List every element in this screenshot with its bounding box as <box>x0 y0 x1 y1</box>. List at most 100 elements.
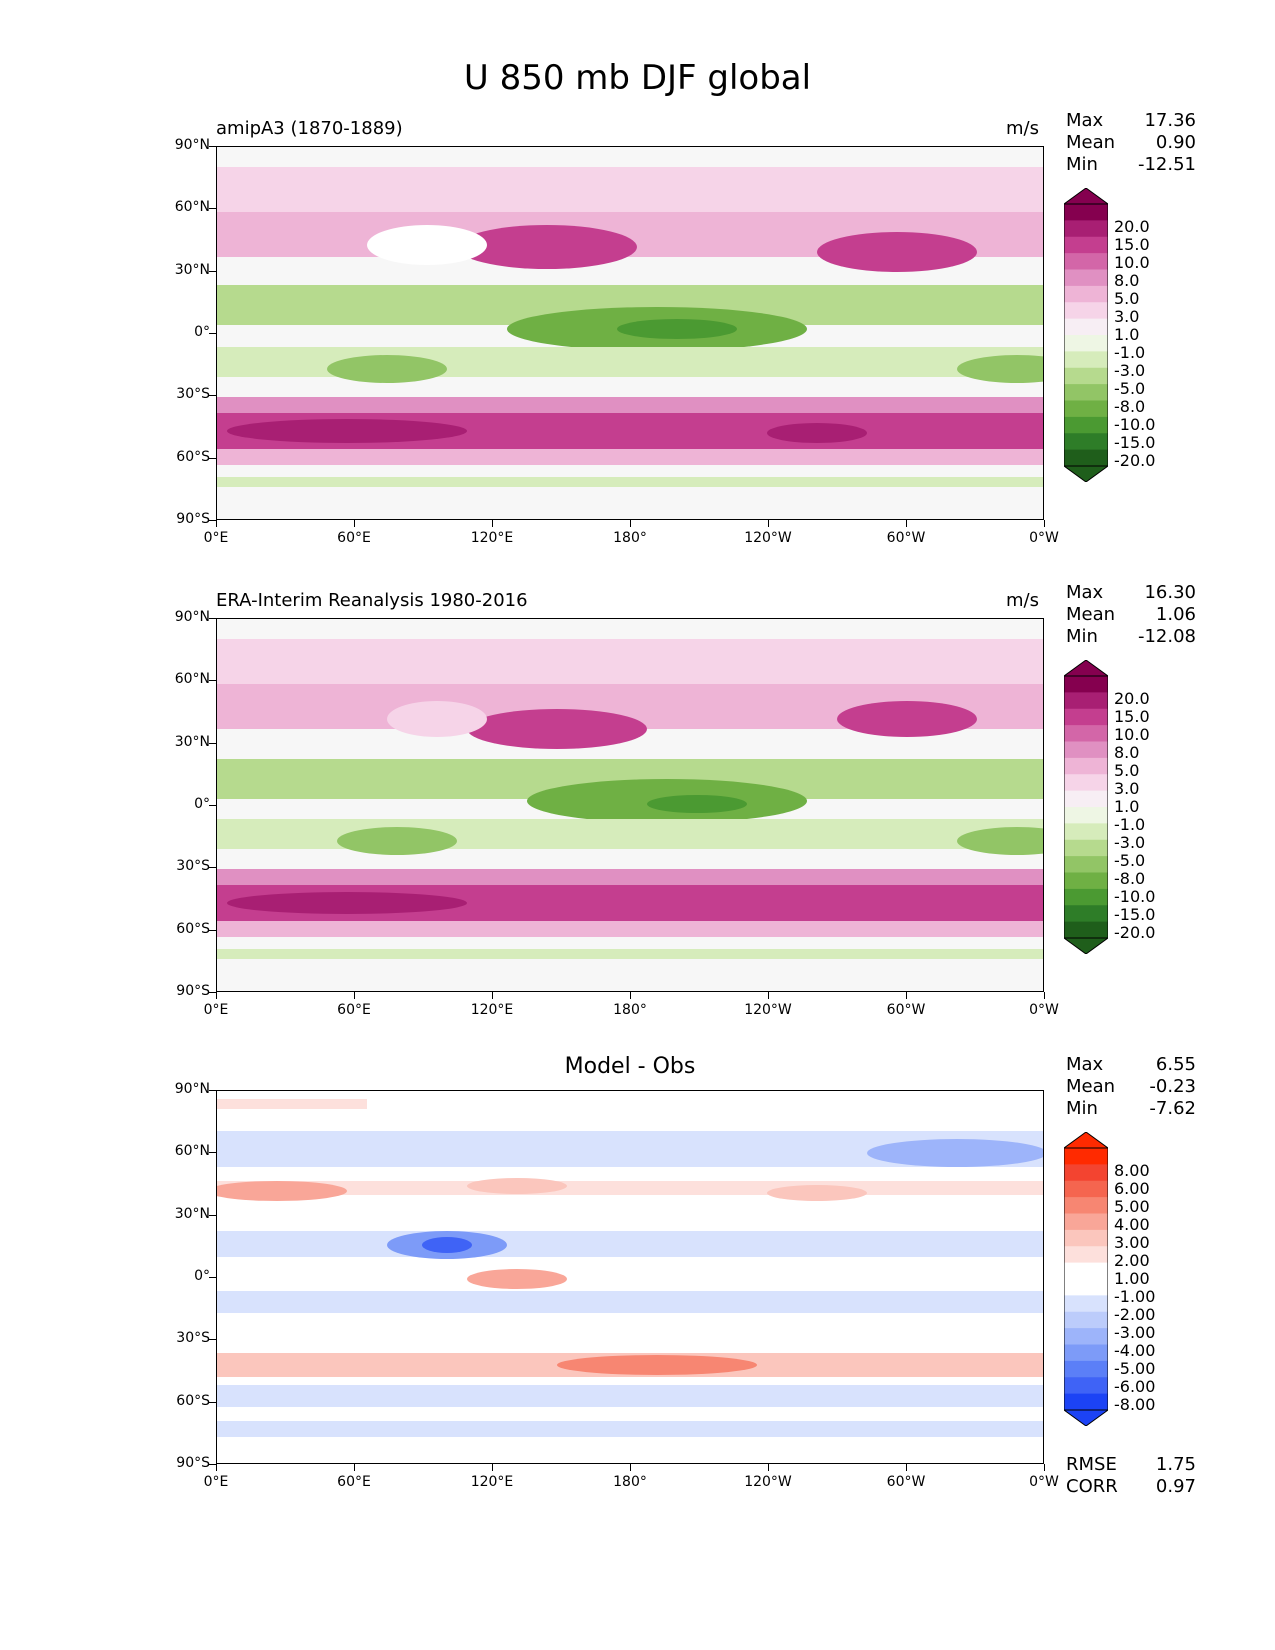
lon-tick-label: 60°E <box>337 1474 371 1490</box>
colorbar-cell <box>1064 905 1108 923</box>
colorbar-label: -5.0 <box>1114 379 1146 398</box>
lon-tick-label: 120°E <box>470 1474 514 1490</box>
colorbar <box>1062 187 1110 486</box>
units-label: m/s <box>1006 118 1039 139</box>
lon-tick-label: 0°W <box>1029 1474 1059 1490</box>
colorbar-label: 5.0 <box>1114 761 1140 780</box>
lon-tick <box>1044 1464 1045 1471</box>
colorbar-cell <box>1064 757 1108 775</box>
lon-tick <box>492 1464 493 1471</box>
lon-tick-label: 0°E <box>203 530 229 546</box>
colorbar-cell <box>1064 285 1108 303</box>
colorbar-cell <box>1064 856 1108 873</box>
fit-stats-box: RMSE 1.75 CORR 0.97 <box>1066 1454 1196 1498</box>
colorbar-label: 8.00 <box>1114 1161 1150 1180</box>
colorbar-cell <box>1064 708 1108 726</box>
colorbar-cell <box>1064 1328 1108 1345</box>
lon-tick <box>906 520 907 527</box>
panel-obs: ERA-Interim Reanalysis 1980-2016 m/s Max… <box>0 582 1275 1040</box>
stat-max-label: Max <box>1066 582 1104 603</box>
lon-tick <box>354 520 355 527</box>
lon-tick <box>216 520 217 527</box>
lat-tick <box>209 457 216 459</box>
lat-tick-label: 60°N <box>174 1143 210 1160</box>
colorbar-label: 5.00 <box>1114 1197 1150 1216</box>
colorbar-cell <box>1064 1360 1108 1378</box>
lon-tick-label: 180° <box>613 530 647 546</box>
colorbar-cell <box>1064 725 1108 742</box>
colorbar-cell <box>1064 921 1108 939</box>
lat-tick <box>209 929 216 931</box>
lat-tick-label: 60°N <box>174 671 210 688</box>
lon-tick-label: 180° <box>613 1002 647 1018</box>
lon-tick <box>216 992 217 999</box>
stats-box: Max 16.30 Mean 1.06 Min -12.08 <box>1066 582 1196 648</box>
colorbar-cell <box>1064 692 1108 710</box>
colorbar-cell <box>1064 823 1108 841</box>
colorbar-label: 1.00 <box>1114 1269 1150 1288</box>
colorbar <box>1062 659 1110 958</box>
stat-min-label: Min <box>1066 154 1098 175</box>
lon-tick-label: 0°E <box>203 1474 229 1490</box>
stat-max-value: 17.36 <box>1144 110 1196 131</box>
lon-tick <box>630 520 631 527</box>
lat-tick <box>209 333 216 334</box>
lat-tick-label: 0° <box>194 324 210 340</box>
colorbar-label: -3.0 <box>1114 361 1146 380</box>
lat-tick <box>209 992 216 993</box>
colorbar-cell <box>1064 774 1108 792</box>
lat-tick <box>209 395 216 397</box>
lon-tick <box>1044 520 1045 527</box>
lat-tick-label: 0° <box>194 796 210 812</box>
lon-tick-label: 120°E <box>470 1002 514 1018</box>
lat-tick <box>209 208 216 210</box>
lat-tick <box>209 805 216 806</box>
stat-mean-label: Mean <box>1066 132 1116 153</box>
stat-corr-label: CORR <box>1066 1476 1118 1497</box>
lon-tick-label: 180° <box>613 1474 647 1490</box>
lon-tick-label: 0°W <box>1029 1002 1059 1018</box>
panel-title: Model - Obs <box>564 1054 696 1079</box>
colorbar-label: -6.00 <box>1114 1377 1156 1396</box>
colorbar-cell <box>1064 351 1108 369</box>
stat-max-label: Max <box>1066 110 1104 131</box>
lon-tick-label: 0°E <box>203 1002 229 1018</box>
colorbar-label: -10.0 <box>1114 415 1156 434</box>
lon-tick <box>1044 992 1045 999</box>
stat-min-value: -12.08 <box>1137 626 1196 647</box>
colorbar-cell <box>1064 220 1108 238</box>
map-plot <box>216 618 1044 992</box>
lat-tick <box>209 146 216 147</box>
colorbar-cell <box>1064 839 1108 857</box>
lon-tick <box>630 992 631 999</box>
colorbar-cell <box>1064 888 1108 906</box>
colorbar-label: -1.00 <box>1114 1287 1156 1306</box>
panel-diff: Model - Obs Max 6.55 Mean -0.23 Min -7.62 <box>0 1054 1275 1512</box>
lon-tick <box>906 992 907 999</box>
colorbar-cell <box>1064 367 1108 385</box>
lat-tick-label: 30°N <box>174 1205 210 1222</box>
colorbar-label: 3.00 <box>1114 1233 1150 1252</box>
lon-tick-label: 60°E <box>337 530 371 546</box>
lat-tick-label: 90°S <box>176 511 210 527</box>
lat-tick <box>209 1339 216 1341</box>
colorbar-cell <box>1064 1213 1108 1231</box>
colorbar-label: -5.00 <box>1114 1359 1156 1378</box>
colorbar-svg <box>1062 187 1110 483</box>
stat-mean-value: 0.90 <box>1155 132 1196 153</box>
colorbar-cell <box>1064 1344 1108 1362</box>
lon-tick <box>354 1464 355 1471</box>
lon-tick <box>354 992 355 999</box>
lat-tick <box>209 270 216 272</box>
colorbar-cell <box>1064 1246 1108 1264</box>
colorbar-cell <box>1064 1229 1108 1247</box>
colorbar-label: -20.0 <box>1114 923 1156 942</box>
colorbar-cell <box>1064 872 1108 890</box>
map-plot <box>216 146 1044 520</box>
colorbar-label: 2.00 <box>1114 1251 1150 1270</box>
stat-rmse-value: 1.75 <box>1155 1454 1196 1475</box>
lat-tick <box>209 1277 216 1278</box>
lat-tick-label: 0° <box>194 1268 210 1284</box>
colorbar-cell <box>1064 335 1108 352</box>
units-label: m/s <box>1006 590 1039 611</box>
